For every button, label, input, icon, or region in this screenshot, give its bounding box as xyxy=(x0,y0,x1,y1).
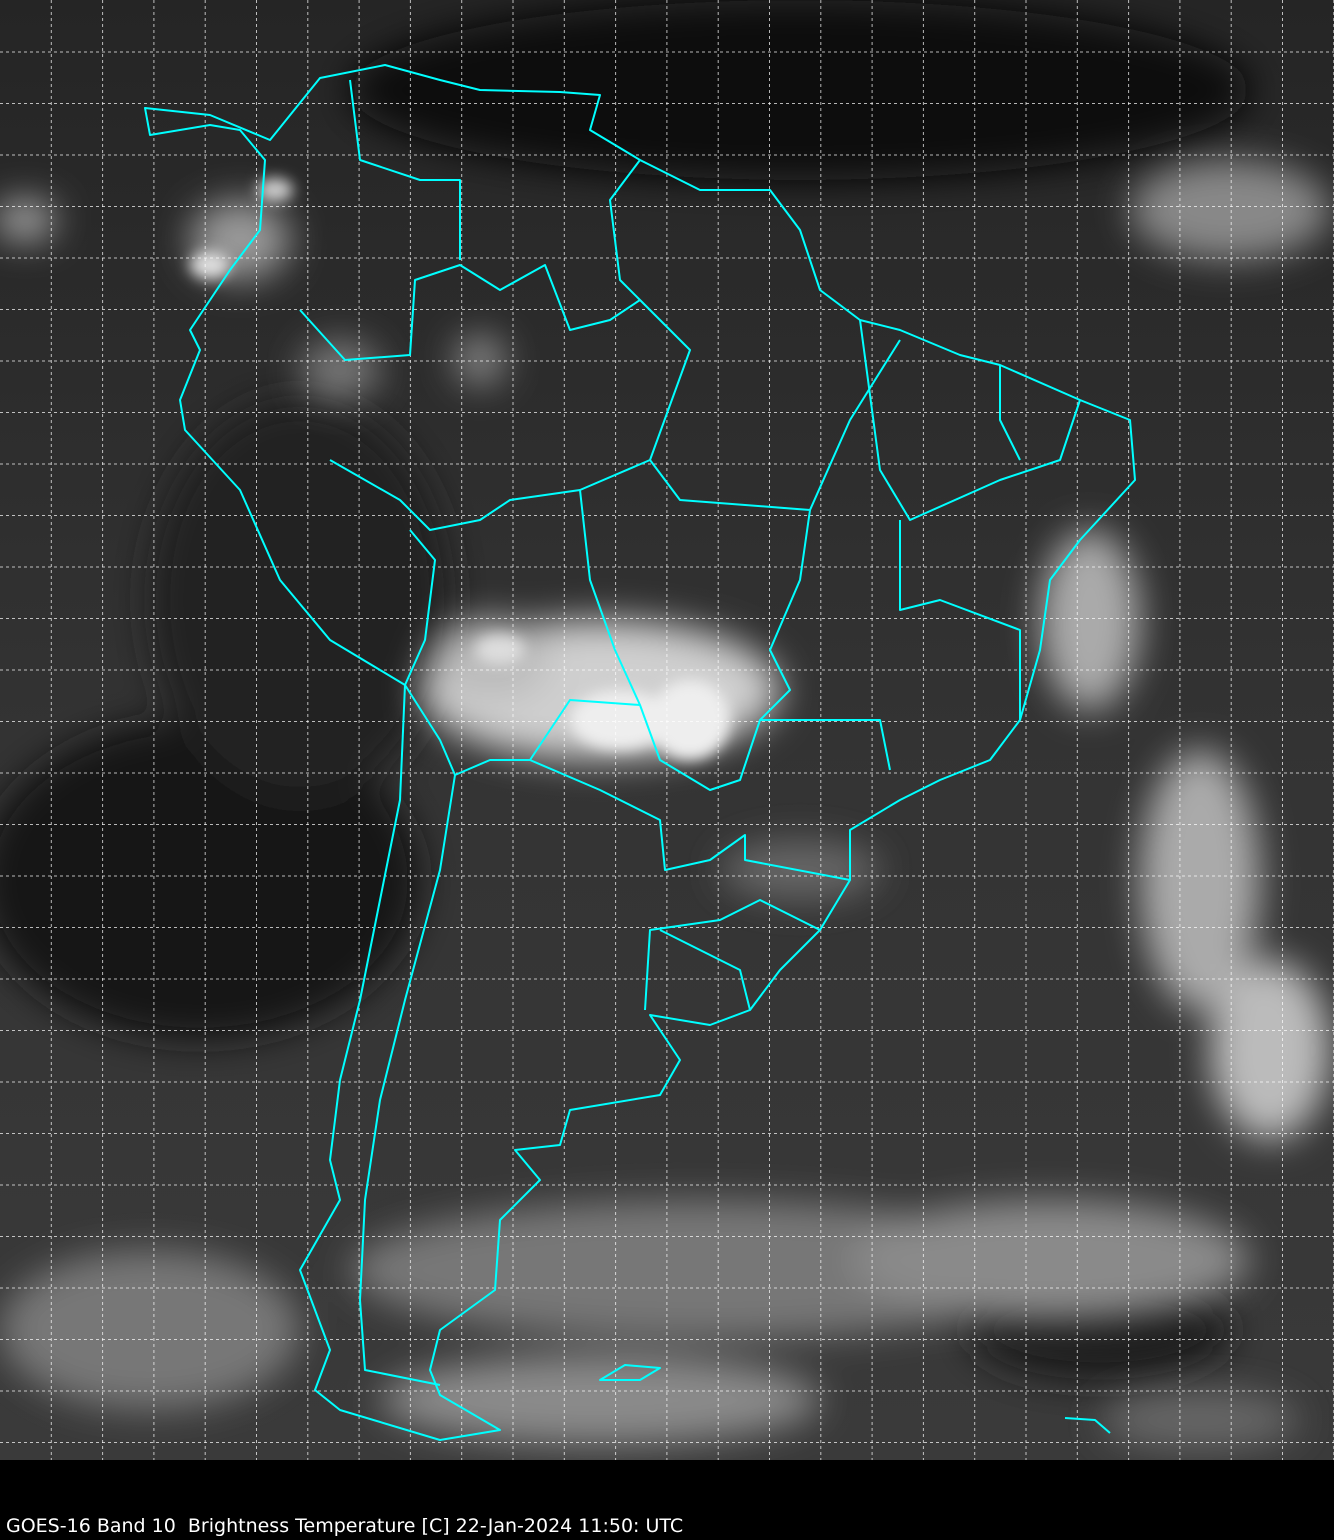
dry-air-regions xyxy=(0,0,1250,1380)
country-boundaries xyxy=(144,64,1136,1441)
falklands xyxy=(599,1364,661,1381)
cloud-cores xyxy=(190,178,730,760)
south-georgia xyxy=(1064,1417,1111,1434)
brazil-border xyxy=(299,79,901,881)
state-borders xyxy=(644,319,1081,1011)
continent-coastline xyxy=(144,64,1136,1441)
satellite-map xyxy=(0,0,1334,1460)
image-caption: GOES-16 Band 10 Brightness Temperature [… xyxy=(6,1515,684,1537)
andes-border xyxy=(359,529,456,1386)
lat-lon-grid xyxy=(0,0,1334,1460)
